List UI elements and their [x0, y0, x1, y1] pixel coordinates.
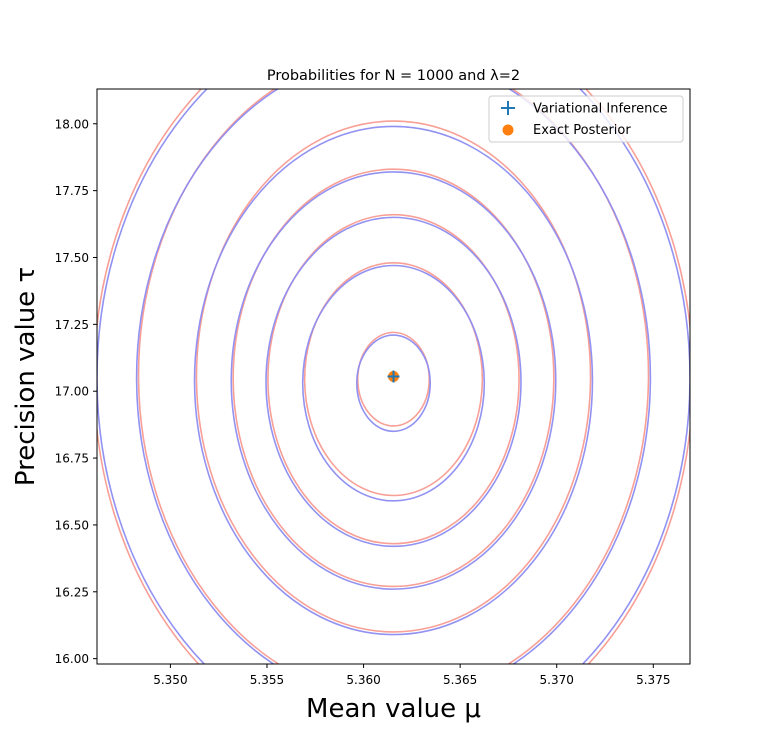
variational-inference-contour-6 [135, 89, 652, 664]
y-tick-label: 17.25 [55, 318, 89, 332]
exact-posterior-contour-6 [137, 89, 650, 664]
x-tick-label: 5.355 [250, 673, 284, 687]
variational-inference-contour-1 [355, 334, 432, 433]
y-tick-label: 16.00 [55, 652, 89, 666]
marker-layer [387, 370, 400, 383]
x-axis-label: Mean value μ [306, 694, 481, 724]
legend: Variational Inference Exact Posterior [488, 95, 684, 143]
contour-layer [97, 89, 690, 664]
y-tick-label: 16.50 [55, 518, 89, 532]
plot-area-frame [96, 88, 691, 665]
chart-title: Probabilities for N = 1000 and λ=2 [267, 68, 520, 84]
x-tick-label: 5.370 [540, 673, 574, 687]
x-tick-label: 5.375 [636, 673, 670, 687]
variational-inference-contour-2 [301, 264, 486, 502]
x-tick-label: 5.365 [443, 673, 477, 687]
legend-label-exact-posterior: Exact Posterior [533, 123, 631, 138]
variational-inference-contour-4 [230, 171, 557, 590]
y-tick-label: 16.75 [55, 452, 89, 466]
y-tick-label: 16.25 [55, 585, 89, 599]
x-axis-ticks: 5.350 5.355 5.360 5.365 5.370 5.375 [153, 664, 670, 687]
x-tick-label: 5.360 [346, 673, 380, 687]
exact-posterior-contour-3 [267, 213, 520, 545]
variational-inference-contour-5 [193, 125, 594, 636]
legend-box [488, 95, 684, 143]
legend-marker-exact-posterior [502, 124, 514, 136]
variational-inference-contour-3 [265, 216, 522, 548]
y-tick-label: 17.75 [55, 184, 89, 198]
legend-marker-variational-inference [501, 101, 515, 115]
legend-label-variational-inference: Variational Inference [533, 102, 667, 117]
exact-posterior-contour-5 [195, 120, 592, 633]
y-tick-label: 17.00 [55, 385, 89, 399]
variational-inference-marker [387, 370, 400, 383]
exact-posterior-contour-2 [303, 262, 484, 497]
x-tick-label: 5.350 [153, 673, 187, 687]
y-axis-ticks: 16.00 16.25 16.50 16.75 17.00 17.25 17.50 17.75… [55, 117, 97, 666]
exact-posterior-contour-4 [232, 168, 555, 588]
y-tick-label: 17.50 [55, 251, 89, 265]
y-tick-label: 18.00 [55, 117, 89, 131]
exact-posterior-contour-1 [356, 331, 431, 427]
y-axis-label: Precision value τ [11, 267, 41, 486]
